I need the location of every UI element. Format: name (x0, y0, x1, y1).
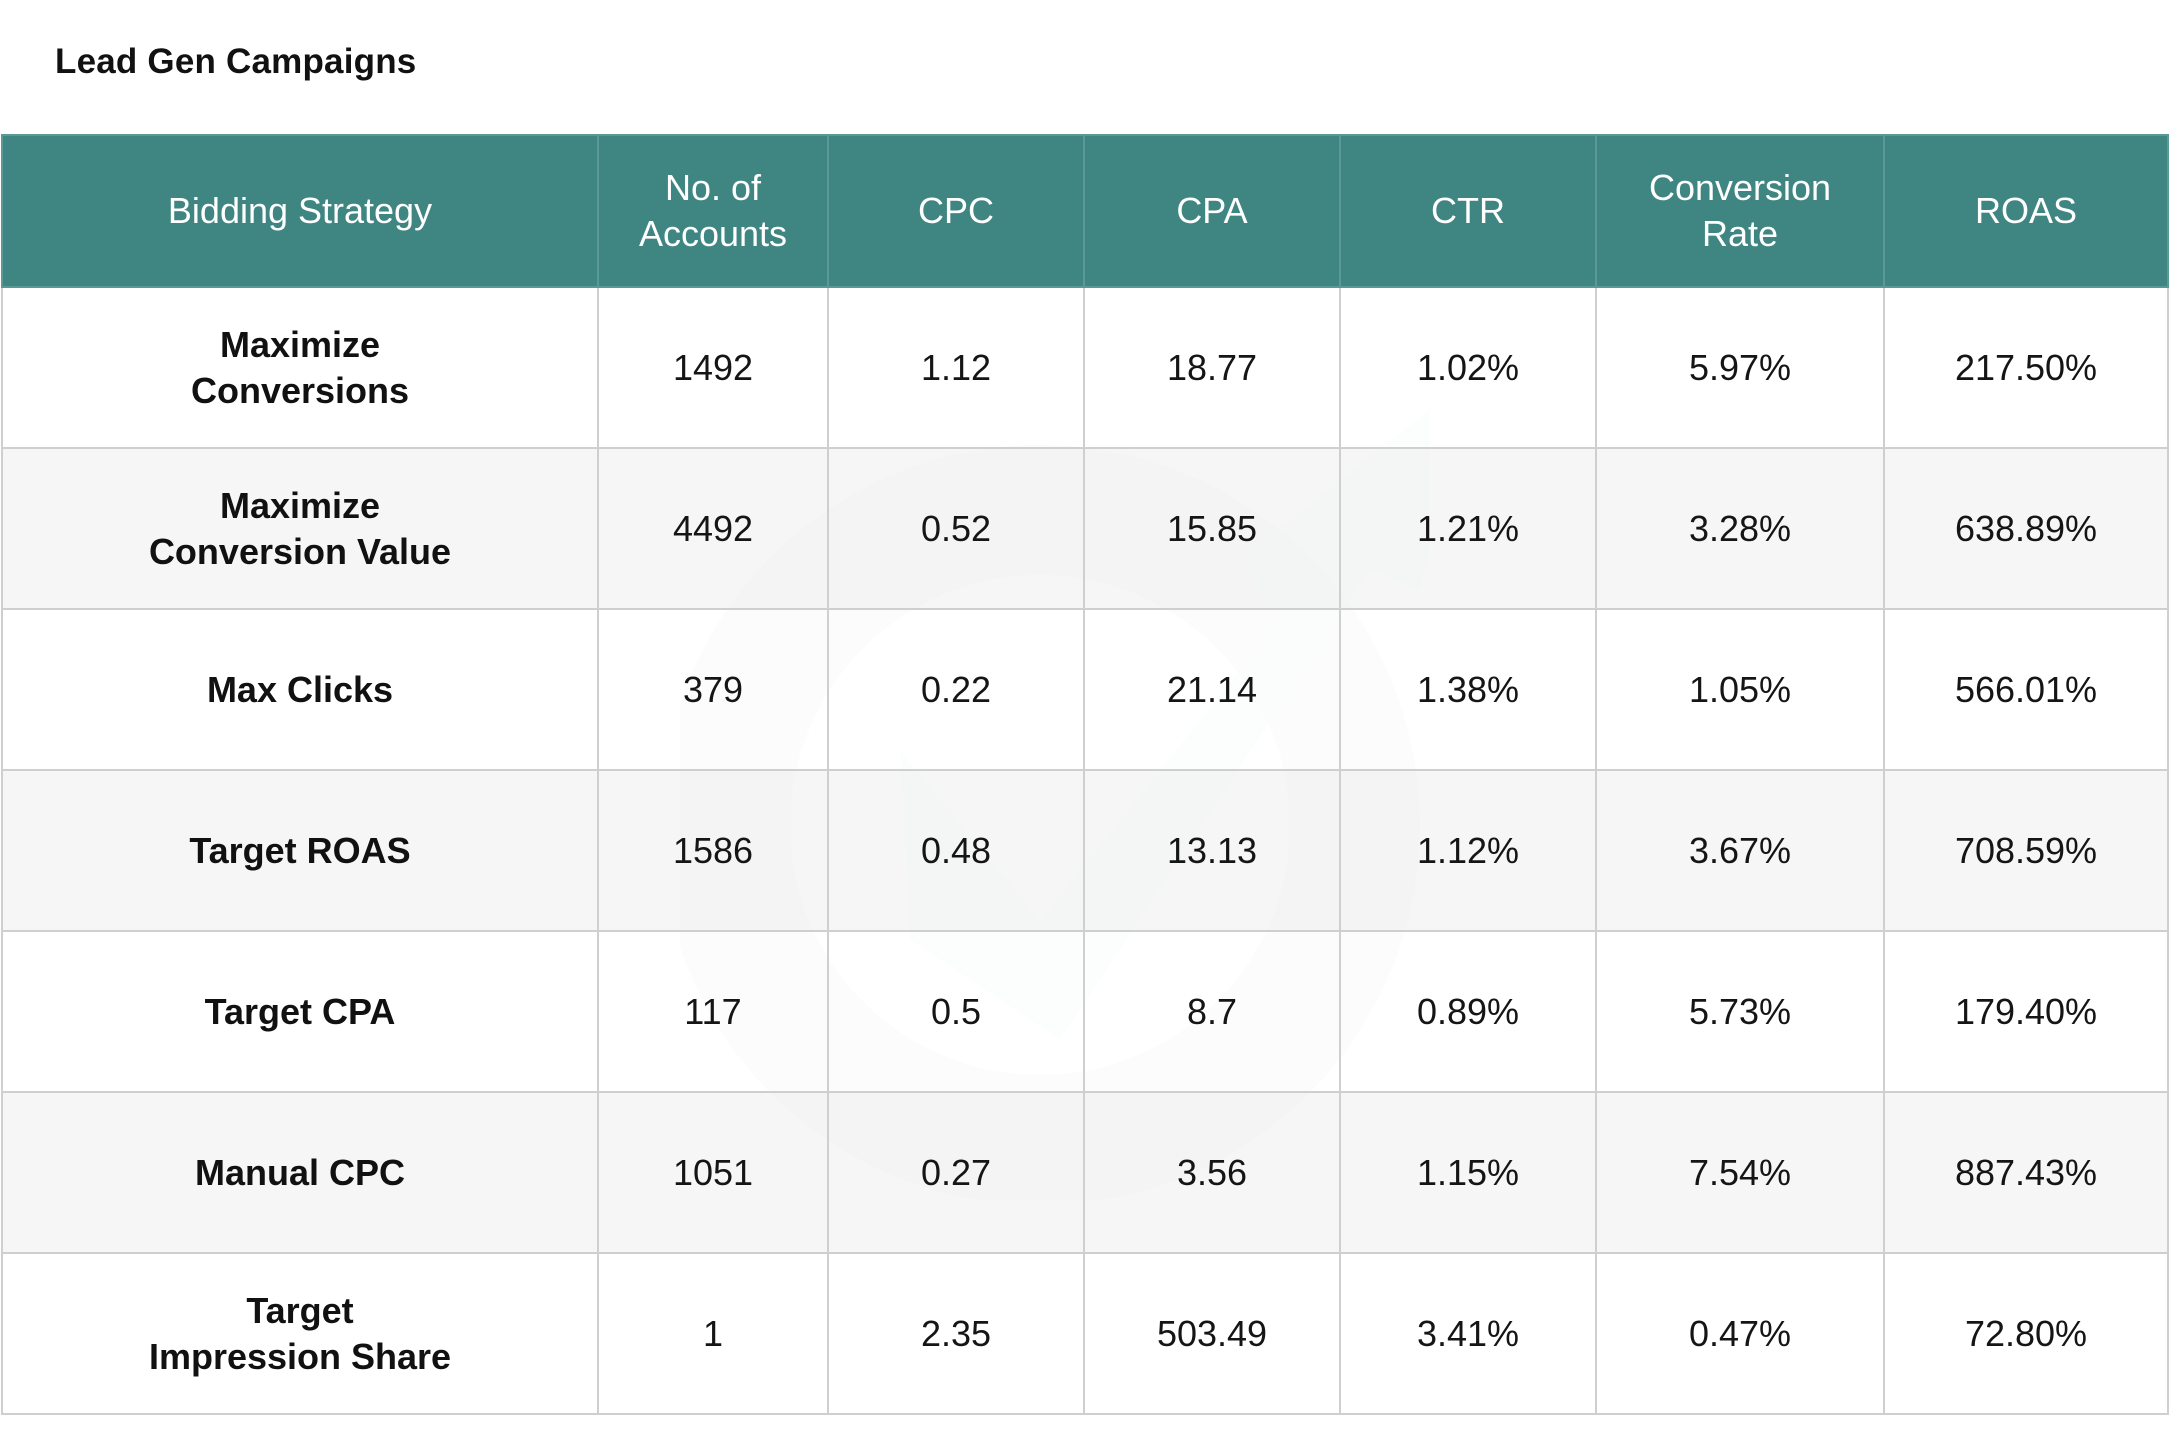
cell-conversion-rate: 5.97% (1595, 286, 1885, 449)
table-row: Target CPA 117 0.5 8.7 0.89% 5.73% 179.4… (1, 930, 2169, 1093)
cell-bidding-strategy: Maximize Conversions (1, 286, 599, 449)
cell-bidding-strategy: Max Clicks (1, 608, 599, 771)
header-conversion-rate: Conversion Rate (1595, 134, 1885, 288)
cell-ctr: 1.15% (1339, 1091, 1597, 1254)
cell-conversion-rate: 1.05% (1595, 608, 1885, 771)
cell-cpc: 1.12 (827, 286, 1085, 449)
header-roas: ROAS (1883, 134, 2169, 288)
cell-no-of-accounts: 1492 (597, 286, 829, 449)
cell-cpa: 21.14 (1083, 608, 1341, 771)
cell-ctr: 1.21% (1339, 447, 1597, 610)
cell-cpc: 0.52 (827, 447, 1085, 610)
cell-cpc: 0.48 (827, 769, 1085, 932)
cell-no-of-accounts: 1586 (597, 769, 829, 932)
cell-no-of-accounts: 1051 (597, 1091, 829, 1254)
cell-ctr: 1.12% (1339, 769, 1597, 932)
cell-ctr: 3.41% (1339, 1252, 1597, 1415)
header-ctr: CTR (1339, 134, 1597, 288)
cell-conversion-rate: 5.73% (1595, 930, 1885, 1093)
table-header-row: Bidding Strategy No. of Accounts CPC CPA… (1, 134, 2169, 288)
header-no-of-accounts: No. of Accounts (597, 134, 829, 288)
cell-cpa: 13.13 (1083, 769, 1341, 932)
cell-bidding-strategy: Maximize Conversion Value (1, 447, 599, 610)
table-row: Target Impression Share 1 2.35 503.49 3.… (1, 1252, 2169, 1415)
cell-bidding-strategy: Target Impression Share (1, 1252, 599, 1415)
cell-no-of-accounts: 1 (597, 1252, 829, 1415)
cell-roas: 708.59% (1883, 769, 2169, 932)
cell-conversion-rate: 7.54% (1595, 1091, 1885, 1254)
table-row: Maximize Conversion Value 4492 0.52 15.8… (1, 447, 2169, 610)
cell-ctr: 1.38% (1339, 608, 1597, 771)
table-row: Max Clicks 379 0.22 21.14 1.38% 1.05% 56… (1, 608, 2169, 771)
cell-cpc: 0.27 (827, 1091, 1085, 1254)
cell-conversion-rate: 3.28% (1595, 447, 1885, 610)
cell-roas: 638.89% (1883, 447, 2169, 610)
cell-ctr: 0.89% (1339, 930, 1597, 1093)
header-cpc: CPC (827, 134, 1085, 288)
cell-no-of-accounts: 4492 (597, 447, 829, 610)
cell-no-of-accounts: 379 (597, 608, 829, 771)
cell-conversion-rate: 3.67% (1595, 769, 1885, 932)
cell-cpc: 2.35 (827, 1252, 1085, 1415)
cell-cpc: 0.5 (827, 930, 1085, 1093)
header-cpa: CPA (1083, 134, 1341, 288)
cell-cpa: 15.85 (1083, 447, 1341, 610)
cell-ctr: 1.02% (1339, 286, 1597, 449)
cell-no-of-accounts: 117 (597, 930, 829, 1093)
cell-cpa: 3.56 (1083, 1091, 1341, 1254)
table-row: Target ROAS 1586 0.48 13.13 1.12% 3.67% … (1, 769, 2169, 932)
cell-roas: 887.43% (1883, 1091, 2169, 1254)
cell-bidding-strategy: Target ROAS (1, 769, 599, 932)
cell-conversion-rate: 0.47% (1595, 1252, 1885, 1415)
header-bidding-strategy: Bidding Strategy (1, 134, 599, 288)
cell-cpa: 18.77 (1083, 286, 1341, 449)
cell-cpc: 0.22 (827, 608, 1085, 771)
table-row: Maximize Conversions 1492 1.12 18.77 1.0… (1, 286, 2169, 449)
cell-cpa: 8.7 (1083, 930, 1341, 1093)
table-container: Bidding Strategy No. of Accounts CPC CPA… (1, 134, 2169, 1415)
cell-cpa: 503.49 (1083, 1252, 1341, 1415)
cell-roas: 179.40% (1883, 930, 2169, 1093)
page-title: Lead Gen Campaigns (55, 42, 417, 81)
cell-roas: 72.80% (1883, 1252, 2169, 1415)
cell-roas: 217.50% (1883, 286, 2169, 449)
table-row: Manual CPC 1051 0.27 3.56 1.15% 7.54% 88… (1, 1091, 2169, 1254)
cell-bidding-strategy: Manual CPC (1, 1091, 599, 1254)
cell-bidding-strategy: Target CPA (1, 930, 599, 1093)
cell-roas: 566.01% (1883, 608, 2169, 771)
bidding-strategy-table: Bidding Strategy No. of Accounts CPC CPA… (1, 134, 2169, 1415)
